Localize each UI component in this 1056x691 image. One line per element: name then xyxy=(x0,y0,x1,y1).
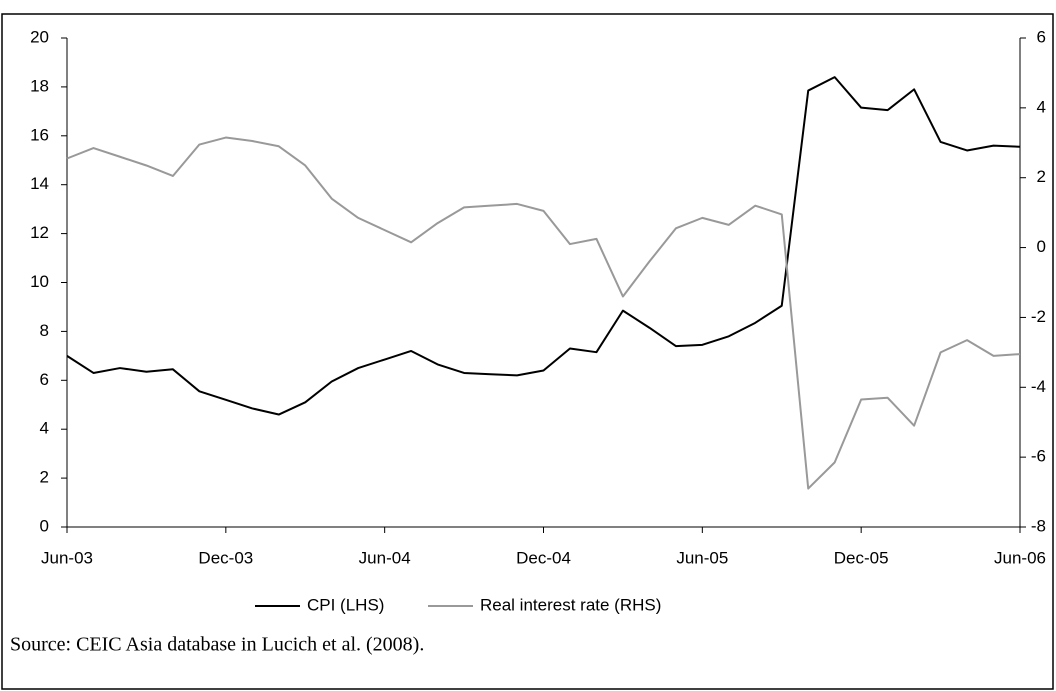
series-line xyxy=(66,136,1021,490)
x-tick-label: Jun-03 xyxy=(41,548,93,567)
y2-tick-label: 0 xyxy=(1037,237,1046,256)
x-tick-label: Dec-05 xyxy=(834,548,889,567)
y-tick-label: 12 xyxy=(30,223,49,242)
y-tick-label: 18 xyxy=(30,76,49,95)
legend-label: Real interest rate (RHS) xyxy=(480,595,661,614)
y-tick-label: 8 xyxy=(40,321,49,340)
y2-tick-label: -8 xyxy=(1031,516,1046,535)
y2-tick-label: -4 xyxy=(1031,377,1046,396)
y2-tick-label: -6 xyxy=(1031,447,1046,466)
x-tick-label: Jun-04 xyxy=(359,548,411,567)
y2-tick-label: -2 xyxy=(1031,307,1046,326)
frame xyxy=(1,13,1054,690)
x-tick-label: Dec-03 xyxy=(198,548,253,567)
x-tick-label: Jun-06 xyxy=(994,548,1046,567)
y-tick-label: 4 xyxy=(40,419,49,438)
legend-label: CPI (LHS) xyxy=(307,595,384,614)
y-tick-label: 10 xyxy=(30,272,49,291)
y-tick-label: 2 xyxy=(40,468,49,487)
source-note: Source: CEIC Asia database in Lucich et … xyxy=(10,634,424,656)
x-tick-label: Dec-04 xyxy=(516,548,571,567)
series-line xyxy=(66,76,1021,416)
y-tick-label: 20 xyxy=(30,27,49,46)
y-tick-label: 6 xyxy=(40,370,49,389)
x-tick-label: Jun-05 xyxy=(676,548,728,567)
y-tick-label: 0 xyxy=(40,516,49,535)
y2-tick-label: 2 xyxy=(1037,167,1046,186)
y2-tick-label: 6 xyxy=(1037,27,1046,46)
y2-tick-label: 4 xyxy=(1037,97,1046,116)
y-tick-label: 14 xyxy=(30,174,49,193)
y-tick-label: 16 xyxy=(30,125,49,144)
